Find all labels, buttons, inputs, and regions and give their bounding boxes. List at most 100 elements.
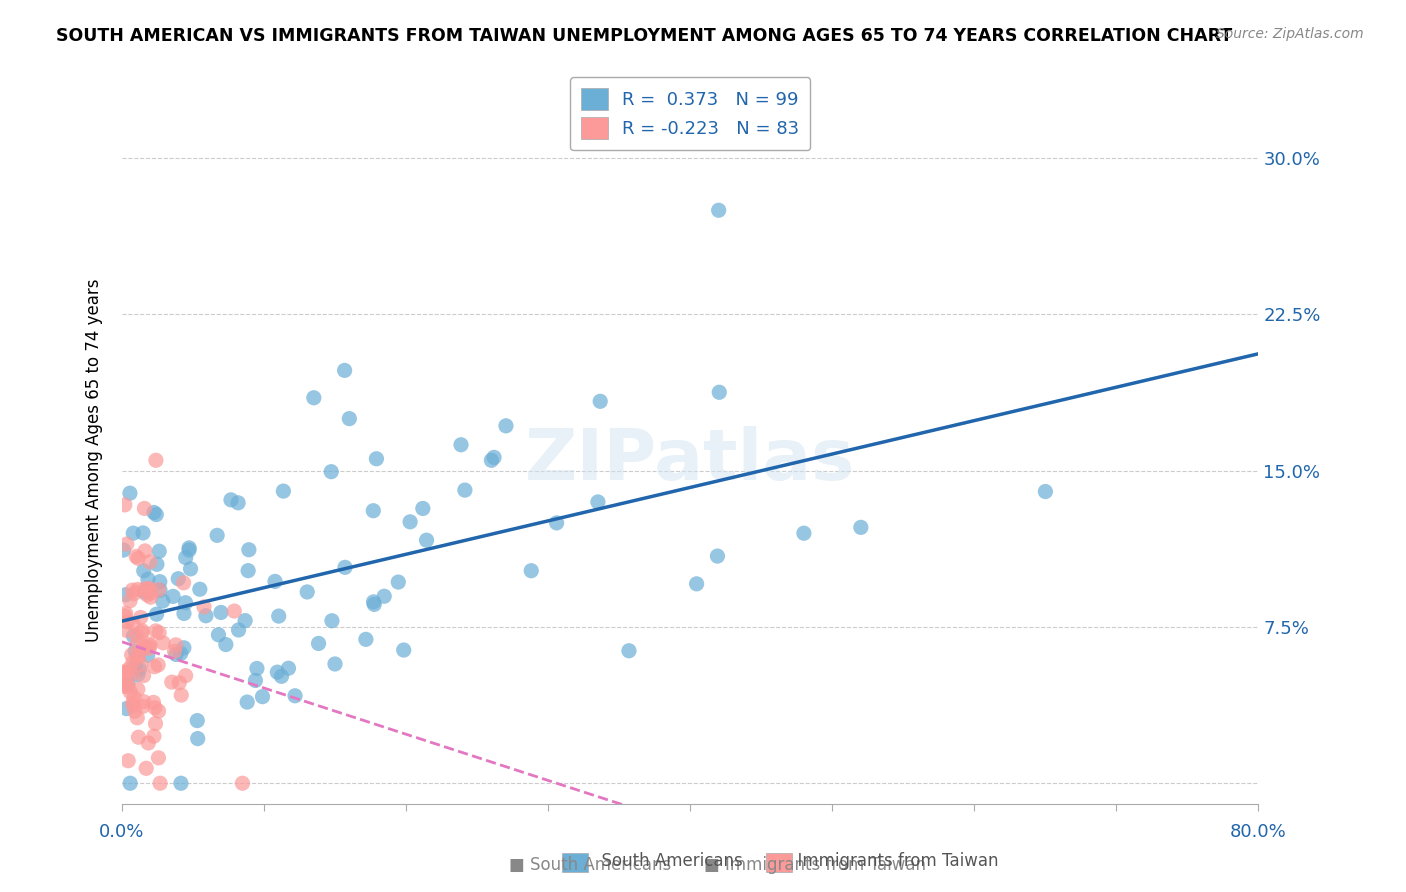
- Point: [136, 582, 159, 596]
- Point: [321, 465, 343, 479]
- Point: [160, 675, 183, 690]
- Point: [134, 501, 156, 516]
- Point: [188, 582, 211, 597]
- Point: [284, 689, 307, 703]
- Point: [128, 662, 150, 676]
- Point: [149, 574, 172, 589]
- Point: [134, 640, 156, 654]
- Point: [127, 582, 149, 597]
- Point: [231, 776, 253, 790]
- Point: [127, 682, 149, 697]
- Point: [337, 411, 360, 425]
- Point: [114, 675, 136, 690]
- Point: [194, 608, 217, 623]
- Point: [333, 560, 356, 574]
- Point: [145, 607, 167, 622]
- Point: [308, 636, 330, 650]
- Point: [146, 657, 169, 672]
- Point: [323, 657, 346, 671]
- Point: [122, 629, 145, 643]
- Point: [174, 668, 197, 682]
- Point: [361, 504, 384, 518]
- Point: [142, 506, 165, 520]
- Point: [849, 520, 872, 534]
- Point: [148, 582, 170, 597]
- Point: [302, 391, 325, 405]
- Text: South Americans: South Americans: [591, 852, 742, 870]
- Text: Immigrants from Taiwan: Immigrants from Taiwan: [787, 852, 998, 870]
- Point: [139, 586, 162, 600]
- Point: [586, 495, 609, 509]
- Point: [193, 599, 215, 614]
- Point: [450, 438, 472, 452]
- Point: [127, 636, 149, 650]
- Point: [215, 638, 238, 652]
- Point: [173, 640, 195, 655]
- Point: [139, 639, 162, 653]
- Point: [112, 543, 135, 558]
- Point: [482, 450, 505, 465]
- Point: [145, 453, 167, 467]
- Point: [152, 594, 174, 608]
- Point: [139, 582, 162, 596]
- Point: [333, 363, 356, 377]
- Text: 80.0%: 80.0%: [1230, 823, 1286, 841]
- Point: [207, 628, 229, 642]
- Point: [173, 575, 195, 590]
- Text: ZIPatlas: ZIPatlas: [526, 425, 855, 495]
- Point: [132, 564, 155, 578]
- Point: [145, 624, 167, 638]
- Point: [134, 582, 156, 596]
- Point: [145, 508, 167, 522]
- Point: [224, 604, 246, 618]
- Point: [138, 641, 160, 656]
- Point: [267, 609, 290, 624]
- Point: [277, 661, 299, 675]
- Point: [148, 751, 170, 765]
- Point: [363, 595, 385, 609]
- Point: [142, 729, 165, 743]
- Point: [180, 562, 202, 576]
- Text: SOUTH AMERICAN VS IMMIGRANTS FROM TAIWAN UNEMPLOYMENT AMONG AGES 65 TO 74 YEARS : SOUTH AMERICAN VS IMMIGRANTS FROM TAIWAN…: [56, 27, 1233, 45]
- Point: [122, 616, 145, 631]
- Point: [118, 661, 141, 675]
- Point: [186, 714, 208, 728]
- Point: [167, 675, 190, 690]
- Point: [170, 776, 193, 790]
- Point: [297, 585, 319, 599]
- Point: [139, 591, 162, 605]
- Point: [146, 558, 169, 572]
- Point: [127, 711, 149, 725]
- Point: [363, 598, 385, 612]
- Point: [136, 588, 159, 602]
- Point: [165, 648, 187, 662]
- Point: [520, 564, 543, 578]
- Point: [354, 632, 377, 647]
- Point: [177, 543, 200, 558]
- Point: [125, 549, 148, 564]
- Point: [121, 667, 143, 681]
- Point: [124, 704, 146, 718]
- Point: [114, 608, 136, 623]
- Point: [125, 628, 148, 642]
- Point: [112, 666, 135, 681]
- Point: [793, 526, 815, 541]
- Point: [131, 642, 153, 657]
- Point: [127, 667, 149, 681]
- Point: [121, 696, 143, 710]
- Point: [1035, 484, 1057, 499]
- Point: [273, 484, 295, 499]
- Point: [115, 701, 138, 715]
- Point: [167, 572, 190, 586]
- Point: [252, 690, 274, 704]
- Point: [709, 385, 731, 400]
- Point: [233, 614, 256, 628]
- Point: [122, 587, 145, 601]
- Point: [132, 668, 155, 682]
- Point: [392, 643, 415, 657]
- Point: [114, 607, 136, 621]
- Point: [366, 451, 388, 466]
- Point: [114, 679, 136, 693]
- Point: [266, 665, 288, 680]
- Point: [387, 575, 409, 590]
